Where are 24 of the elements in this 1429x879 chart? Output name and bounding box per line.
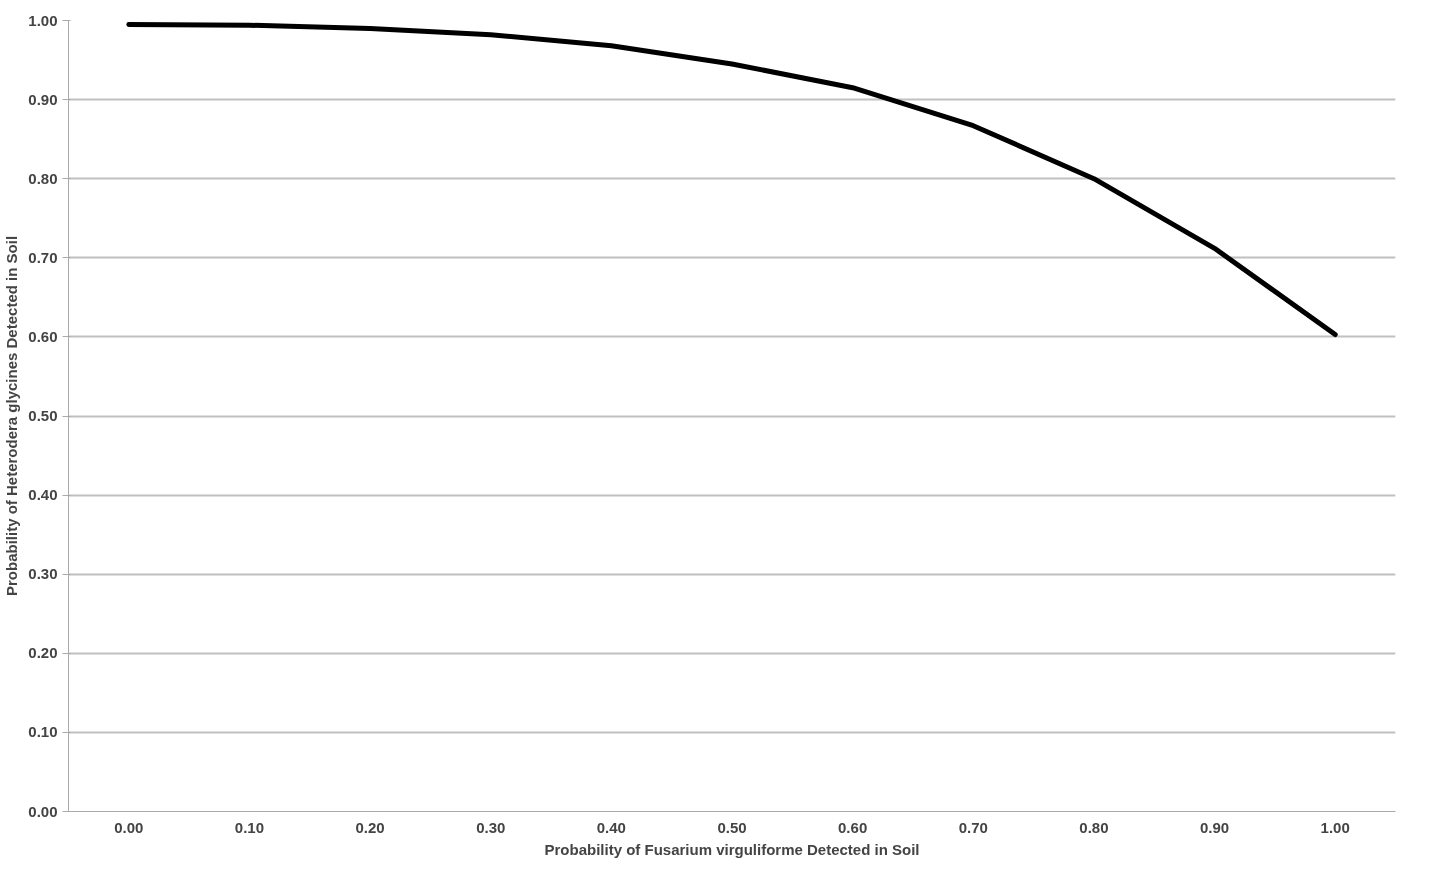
x-axis-title: Probability of Fusarium virguliforme Detected in Soil xyxy=(544,840,920,858)
y-tick-label: 0.10 xyxy=(28,723,58,741)
x-tick-label: 0.20 xyxy=(355,818,385,836)
y-tick-label: 0.90 xyxy=(28,90,58,108)
x-tick-label: 0.80 xyxy=(1079,818,1109,836)
y-tick-label: 0.40 xyxy=(28,486,58,504)
x-tick-label: 0.30 xyxy=(476,818,506,836)
y-tick-label: 0.70 xyxy=(28,248,58,266)
x-tick-label: 0.00 xyxy=(114,818,144,836)
y-tick-label: 0.30 xyxy=(28,565,58,583)
y-axis-title: Probability of Heterodera glycines Detected in Soil xyxy=(3,235,21,597)
y-tick-label: 0.50 xyxy=(28,407,58,424)
y-tick-label: 0.80 xyxy=(28,169,58,187)
x-tick-label: 1.00 xyxy=(1320,818,1350,836)
x-tick-label: 0.60 xyxy=(838,818,868,836)
x-tick-label: 0.70 xyxy=(958,818,988,836)
y-tick-label: 0.00 xyxy=(28,802,58,820)
y-tick-label: 1.00 xyxy=(28,11,58,29)
x-tick-label: 0.40 xyxy=(596,818,626,836)
x-tick-label: 0.90 xyxy=(1199,818,1230,836)
x-tick-label: 0.10 xyxy=(234,818,265,836)
y-tick-label: 0.20 xyxy=(28,644,58,662)
y-tick-label: 0.60 xyxy=(28,327,58,345)
x-tick-label: 0.50 xyxy=(717,818,747,836)
